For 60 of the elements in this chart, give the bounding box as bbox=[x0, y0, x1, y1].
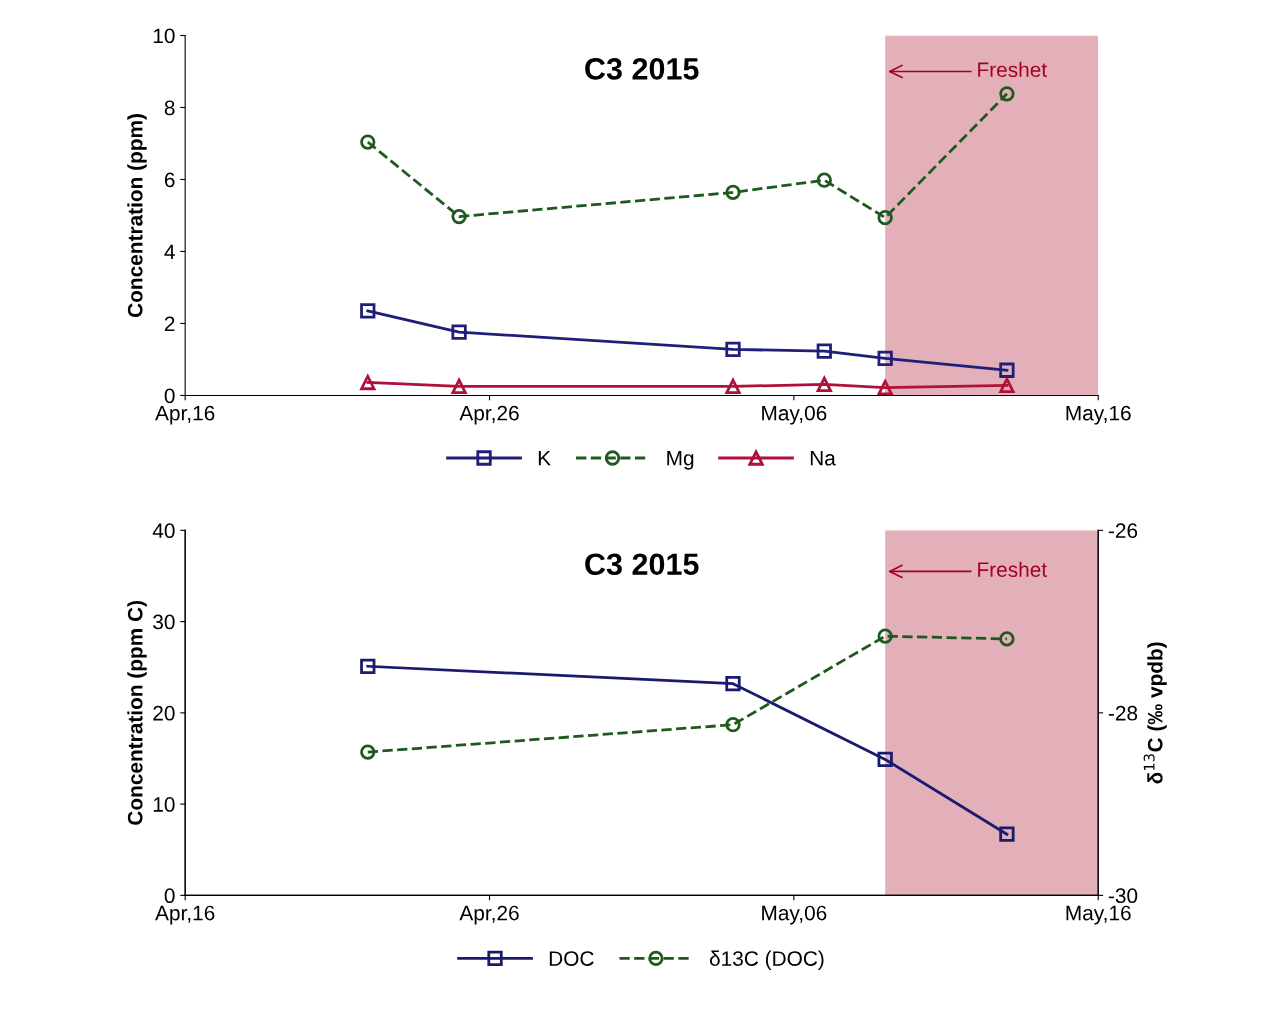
y-tick-label: 4 bbox=[164, 244, 175, 260]
point bbox=[725, 341, 741, 358]
point bbox=[816, 172, 832, 188]
point bbox=[877, 751, 893, 768]
x-tick-label: Apr,16 bbox=[155, 905, 215, 925]
point bbox=[725, 676, 741, 692]
y-tick-label: 10 bbox=[153, 797, 175, 812]
x-tick-label: Apr,26 bbox=[459, 405, 519, 425]
y-tick-label: 30 bbox=[153, 614, 175, 630]
text: C3 2015 bbox=[585, 58, 699, 80]
point bbox=[877, 209, 893, 226]
point bbox=[451, 208, 467, 225]
y-tick-label: 0 bbox=[164, 388, 175, 404]
point bbox=[877, 628, 893, 644]
legend-label: Mg bbox=[667, 450, 694, 470]
y-axis-title: Concentration (ppm) bbox=[127, 114, 147, 318]
point bbox=[725, 184, 741, 201]
point bbox=[999, 377, 1015, 394]
legend-label: K bbox=[538, 450, 551, 466]
point bbox=[877, 379, 893, 396]
y2-tick-label: -30 bbox=[1108, 888, 1138, 904]
y-tick-label: 20 bbox=[153, 705, 175, 721]
legend-label: δ13C (DOC) bbox=[709, 950, 824, 971]
y-tick-label: 8 bbox=[164, 100, 175, 116]
point bbox=[816, 343, 832, 359]
legend-label: Na bbox=[810, 450, 836, 466]
point bbox=[877, 350, 893, 367]
annotation: Freshet bbox=[978, 561, 1047, 577]
y-tick-label: 2 bbox=[164, 316, 175, 332]
y2-tick-label: -28 bbox=[1108, 705, 1138, 721]
text: C3 2015 bbox=[585, 553, 699, 576]
point bbox=[360, 658, 376, 674]
point bbox=[360, 374, 376, 391]
point bbox=[999, 86, 1015, 102]
point bbox=[999, 826, 1015, 842]
point bbox=[725, 378, 741, 395]
point bbox=[451, 324, 467, 340]
x-tick-label: May,06 bbox=[762, 905, 827, 925]
point bbox=[360, 744, 376, 760]
x-tick-label: May,16 bbox=[1066, 405, 1131, 425]
x-tick-label: May,06 bbox=[762, 405, 827, 425]
point bbox=[816, 376, 832, 392]
y2-tick-label: -26 bbox=[1108, 523, 1138, 539]
point bbox=[999, 362, 1015, 378]
y-axis-title: Concentration (ppm C) bbox=[127, 601, 147, 825]
point bbox=[725, 717, 741, 733]
y-tick-label: 10 bbox=[153, 28, 175, 44]
x-tick-label: Apr,16 bbox=[155, 405, 215, 425]
y-tick-label: 40 bbox=[152, 523, 175, 539]
point bbox=[451, 378, 467, 395]
point bbox=[360, 303, 376, 319]
x-tick-label: May,16 bbox=[1066, 905, 1131, 925]
x-tick-label: Apr,26 bbox=[459, 905, 519, 925]
annotation: Freshet bbox=[978, 61, 1047, 78]
legend-label: DOC bbox=[549, 951, 594, 966]
y-tick-label: 6 bbox=[164, 172, 175, 188]
point bbox=[999, 631, 1015, 647]
y-tick-label: 0 bbox=[164, 888, 175, 904]
point bbox=[360, 134, 376, 150]
y2-axis-title: δ$^{13}$C (‰ vpdb) bbox=[1143, 642, 1167, 784]
